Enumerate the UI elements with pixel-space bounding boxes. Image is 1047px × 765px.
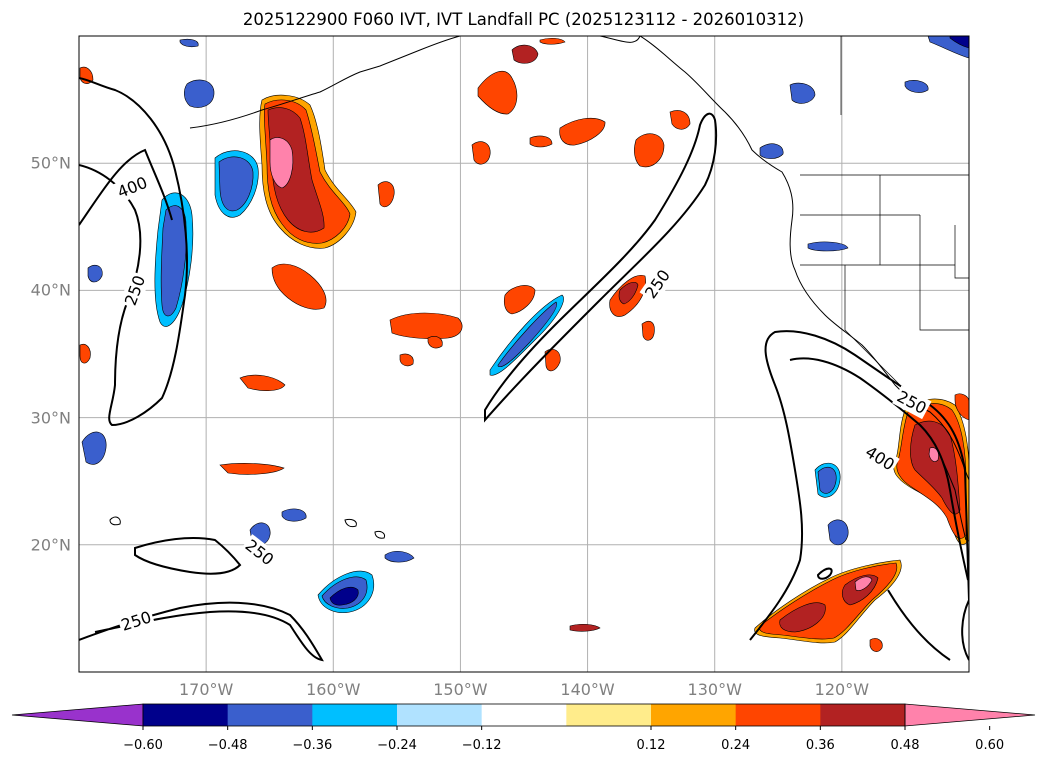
colorbar-extend-min: [11, 703, 144, 727]
colorbar-tick-label: −0.24: [377, 738, 417, 753]
latitude-tick-label: 20°N: [30, 535, 71, 555]
contour-label-background: [119, 271, 151, 310]
colorbar-tick-label: 0.24: [721, 738, 751, 753]
contour-label-background: [892, 385, 932, 420]
colorbar-frame: [142, 703, 906, 727]
colorbar-bin: [227, 704, 313, 726]
colorbar-tick-label: −0.36: [292, 738, 333, 753]
colorbar-tick-label: −0.48: [207, 738, 248, 753]
longitude-tick-label: 120°W: [814, 680, 870, 699]
longitude-tick-label: 160°W: [306, 680, 361, 699]
colorbar-tick-label: 0.36: [805, 738, 835, 753]
colorbar-tick-label: 0.12: [636, 738, 666, 753]
colorbar-bin: [143, 704, 229, 726]
colorbar-tick-label: 0.48: [890, 738, 920, 753]
longitude-tick-label: 150°W: [433, 680, 488, 699]
graticule: [79, 36, 969, 672]
positive-anomaly-regions: [79, 37, 969, 652]
colorbar-bin: [397, 704, 483, 726]
colorbar-extend-max: [904, 703, 1036, 727]
colorbar-bin: [566, 704, 652, 726]
contour-label-background: [639, 264, 676, 304]
ivt-contours: [79, 77, 969, 662]
colorbar-tick-label: −0.12: [461, 738, 502, 753]
colorbar-tick-label: −0.60: [123, 738, 163, 753]
map-frame: [78, 35, 970, 673]
contour-label-background: [112, 171, 152, 204]
colorbar-bin: [312, 704, 398, 726]
latitude-tick-label: 40°N: [30, 280, 71, 300]
latitude-tick-label: 30°N: [30, 408, 71, 428]
colorbar-bin: [481, 704, 567, 726]
political-borders: [800, 36, 969, 386]
colorbar-bin: [735, 704, 821, 726]
negative-anomaly-regions: [81, 36, 969, 613]
colorbar-bin: [651, 704, 737, 726]
longitude-tick-label: 170°W: [178, 680, 234, 699]
contour-label-background: [239, 534, 280, 571]
colorbar-tick-label: 0.60: [975, 738, 1005, 753]
longitude-tick-label: 140°W: [560, 680, 615, 699]
map-background: [79, 36, 969, 672]
contour-label-background: [116, 606, 156, 636]
contour-label-background: [860, 440, 900, 476]
longitude-tick-label: 130°W: [687, 680, 742, 699]
map-title: 2025122900 F060 IVT, IVT Landfall PC (20…: [242, 10, 805, 29]
latitude-tick-label: 50°N: [30, 153, 71, 173]
colorbar: [11, 703, 1036, 730]
colorbar-bin: [820, 704, 906, 726]
